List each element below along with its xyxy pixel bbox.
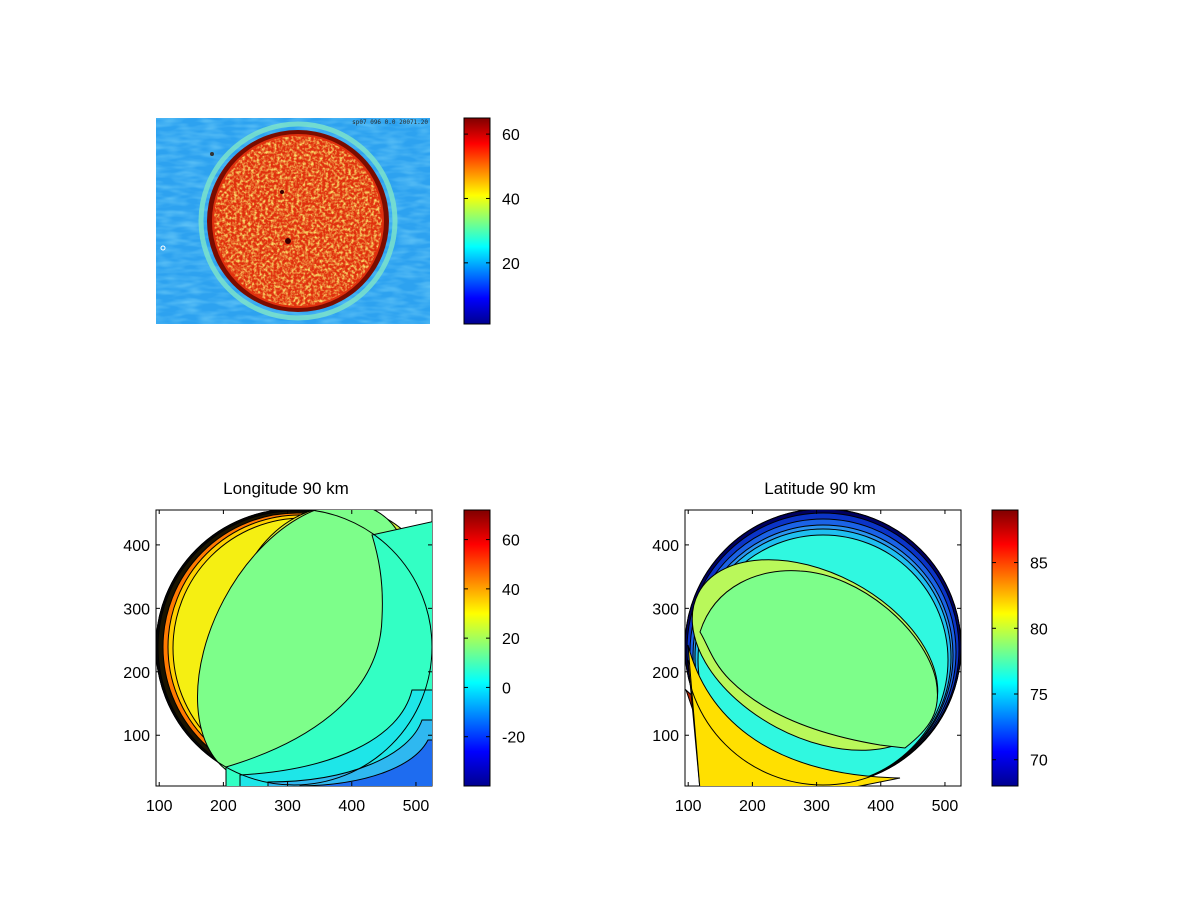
x-tick-label: 200	[739, 798, 766, 815]
longitude-disk-edge	[156, 510, 432, 786]
latitude-title: Latitude 90 km	[764, 479, 876, 498]
latitude-colorbar-ticks: 70 75 80 85	[992, 556, 1048, 770]
image-watermark: sp07 096 0.0 20071.20	[352, 119, 428, 126]
latitude-disk-edge	[685, 510, 961, 786]
disk-speckle	[214, 136, 382, 306]
image-colorbar	[463, 117, 491, 325]
colorbar-tick-label: 20	[502, 631, 520, 648]
image-dot	[285, 238, 291, 244]
latitude-colorbar	[991, 509, 1019, 787]
longitude-band-level-10	[225, 521, 432, 786]
y-tick-label: 300	[652, 601, 679, 618]
latitude-band-level-75	[699, 570, 938, 749]
latitude-band-level-79b	[687, 644, 901, 786]
y-tick-label: 100	[652, 728, 679, 745]
colorbar-tick-label: 20	[502, 256, 520, 273]
y-tick-label: 100	[123, 728, 150, 745]
image-colorbar-ticks: 20 40 60	[464, 127, 520, 273]
colorbar-tick-label: 80	[1030, 621, 1048, 638]
latitude-contours	[685, 510, 961, 786]
longitude-title: Longitude 90 km	[223, 479, 349, 498]
y-tick-label: 400	[652, 538, 679, 555]
x-tick-label: 200	[210, 798, 237, 815]
image-dot	[160, 245, 166, 251]
longitude-band-level-neg5	[299, 739, 432, 786]
colorbar-tick-label: 70	[1030, 753, 1048, 770]
x-tick-label: 400	[338, 798, 365, 815]
longitude-axis-ticks: 100 200 300 400 500 100 200 300 400	[123, 510, 432, 815]
x-tick-label: 500	[932, 798, 959, 815]
y-tick-label: 300	[123, 601, 150, 618]
image-panel: sp07 096 0.0 20071.20	[156, 118, 430, 324]
colorbar-tick-label: -20	[502, 730, 525, 747]
latitude-axis-ticks: 100 200 300 400 500 100 200 300 400	[652, 510, 961, 815]
x-tick-label: 400	[867, 798, 894, 815]
image-dot	[210, 152, 214, 156]
longitude-colorbar-ticks: -20 0 20 40 60	[464, 533, 525, 747]
y-tick-label: 200	[652, 665, 679, 682]
colorbar-tick-label: 60	[502, 533, 520, 550]
x-tick-label: 100	[675, 798, 702, 815]
x-tick-label: 300	[274, 798, 301, 815]
longitude-contours	[156, 510, 432, 786]
colorbar-tick-label: 40	[502, 191, 520, 208]
disk-halo	[198, 121, 398, 321]
x-tick-label: 300	[803, 798, 830, 815]
colorbar-tick-label: 40	[502, 582, 520, 599]
x-tick-label: 100	[146, 798, 173, 815]
longitude-colorbar	[463, 509, 491, 787]
colorbar-tick-label: 0	[502, 680, 511, 697]
x-tick-label: 500	[403, 798, 430, 815]
y-tick-label: 400	[123, 538, 150, 555]
colorbar-tick-label: 85	[1030, 556, 1048, 573]
y-tick-label: 200	[123, 665, 150, 682]
image-dot	[280, 190, 284, 194]
colorbar-tick-label: 75	[1030, 687, 1048, 704]
colorbar-tick-label: 60	[502, 127, 520, 144]
